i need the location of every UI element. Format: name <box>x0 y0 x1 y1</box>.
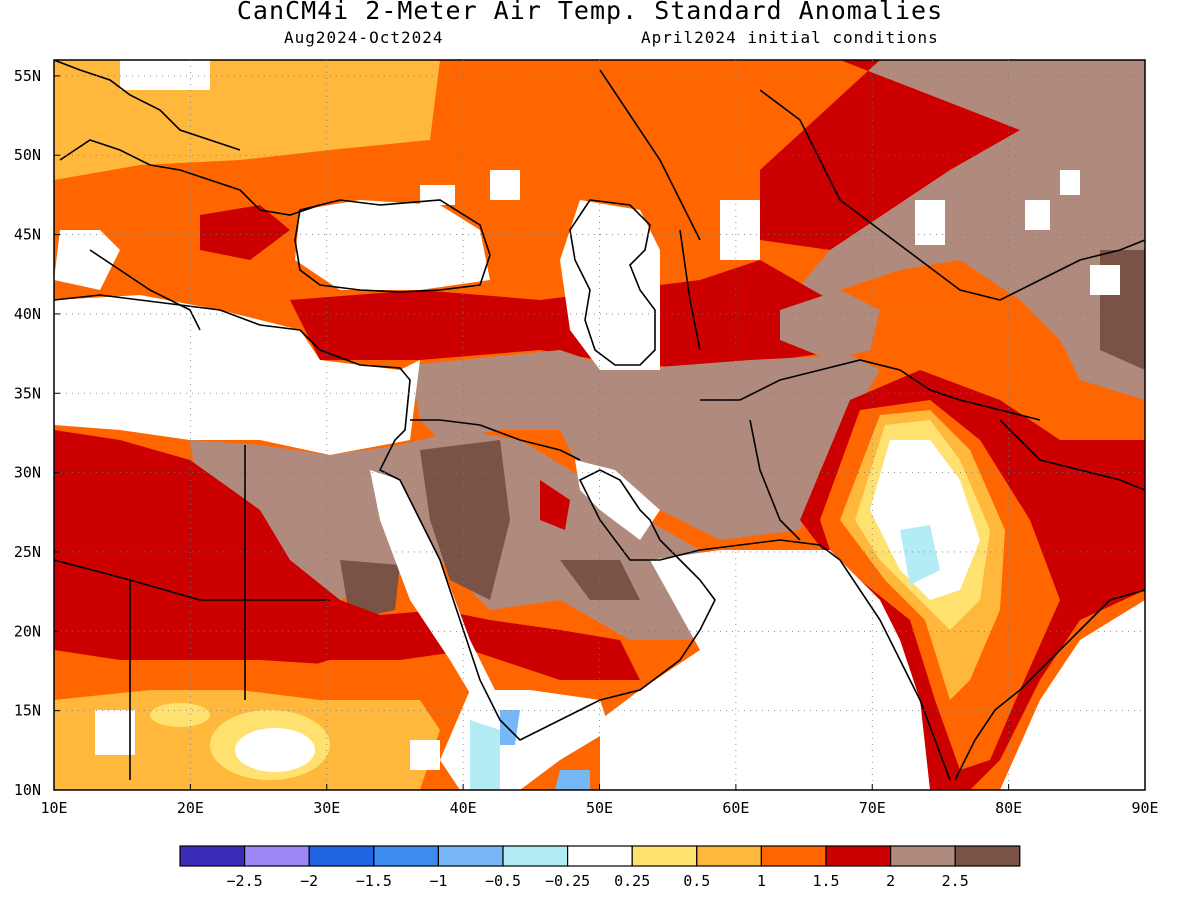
legend-swatch <box>631 845 698 867</box>
lat-tick-label: 50N <box>14 146 41 164</box>
lat-tick-label: 55N <box>14 67 41 85</box>
legend-swatch <box>760 845 827 867</box>
legend-swatch <box>502 845 569 867</box>
lon-tick-label: 60E <box>722 799 749 817</box>
color-legend-labels: −2.5 −2 −1.5 −1 −0.5 −0.25 0.25 0.5 1 1.5 2 2.5 <box>227 872 969 890</box>
anomaly-field <box>54 60 1145 790</box>
legend-swatch <box>308 845 375 867</box>
lon-tick-label: 80E <box>995 799 1022 817</box>
lon-tick-label: 50E <box>586 799 613 817</box>
lat-tick-label: 15N <box>14 702 41 720</box>
map-title: CanCM4i 2-Meter Air Temp. Standard Anoma… <box>236 0 944 25</box>
lat-tick-label: 45N <box>14 226 41 244</box>
lat-tick-label: 40N <box>14 305 41 323</box>
lat-tick-label: 30N <box>14 464 41 482</box>
legend-label: 2 <box>886 872 895 890</box>
initial-conditions: April2024 initial conditions <box>641 28 939 47</box>
legend-swatch <box>825 845 892 867</box>
lon-tick-label: 40E <box>450 799 477 817</box>
lat-tick-label: 25N <box>14 543 41 561</box>
legend-label: −2.5 <box>227 872 263 890</box>
legend-label: 2.5 <box>942 872 969 890</box>
lat-tick-label: 20N <box>14 622 41 640</box>
legend-swatch <box>437 845 504 867</box>
lon-tick-label: 10E <box>40 799 67 817</box>
legend-swatch <box>954 845 1021 867</box>
legend-swatch <box>244 845 310 867</box>
legend-label: 0.5 <box>683 872 710 890</box>
lon-tick-label: 70E <box>859 799 886 817</box>
latitude-labels: 55N 50N 45N 40N 35N 30N 25N 20N 15N 10N <box>14 67 60 799</box>
lon-tick-label: 20E <box>177 799 204 817</box>
coastlines <box>54 60 1145 781</box>
lon-tick-label: 90E <box>1131 799 1158 817</box>
legend-label: −2 <box>300 872 318 890</box>
legend-swatch <box>566 845 633 867</box>
legend-swatch <box>373 845 439 867</box>
legend-label: 1 <box>757 872 766 890</box>
legend-swatch <box>179 845 246 867</box>
lon-tick-label: 30E <box>313 799 340 817</box>
lat-tick-label: 10N <box>14 781 41 799</box>
legend-label: −0.25 <box>545 872 590 890</box>
legend-label: −0.5 <box>485 872 521 890</box>
color-legend <box>179 845 1021 867</box>
legend-label: 0.25 <box>614 872 650 890</box>
legend-label: −1.5 <box>356 872 392 890</box>
legend-swatch <box>889 845 956 867</box>
legend-swatch <box>696 845 762 867</box>
legend-label: 1.5 <box>812 872 839 890</box>
legend-label: −1 <box>429 872 447 890</box>
lat-tick-label: 35N <box>14 384 41 402</box>
forecast-period: Aug2024-Oct2024 <box>284 28 444 47</box>
longitude-labels: 10E 20E 30E 40E 50E 60E 70E 80E 90E <box>40 784 1159 817</box>
